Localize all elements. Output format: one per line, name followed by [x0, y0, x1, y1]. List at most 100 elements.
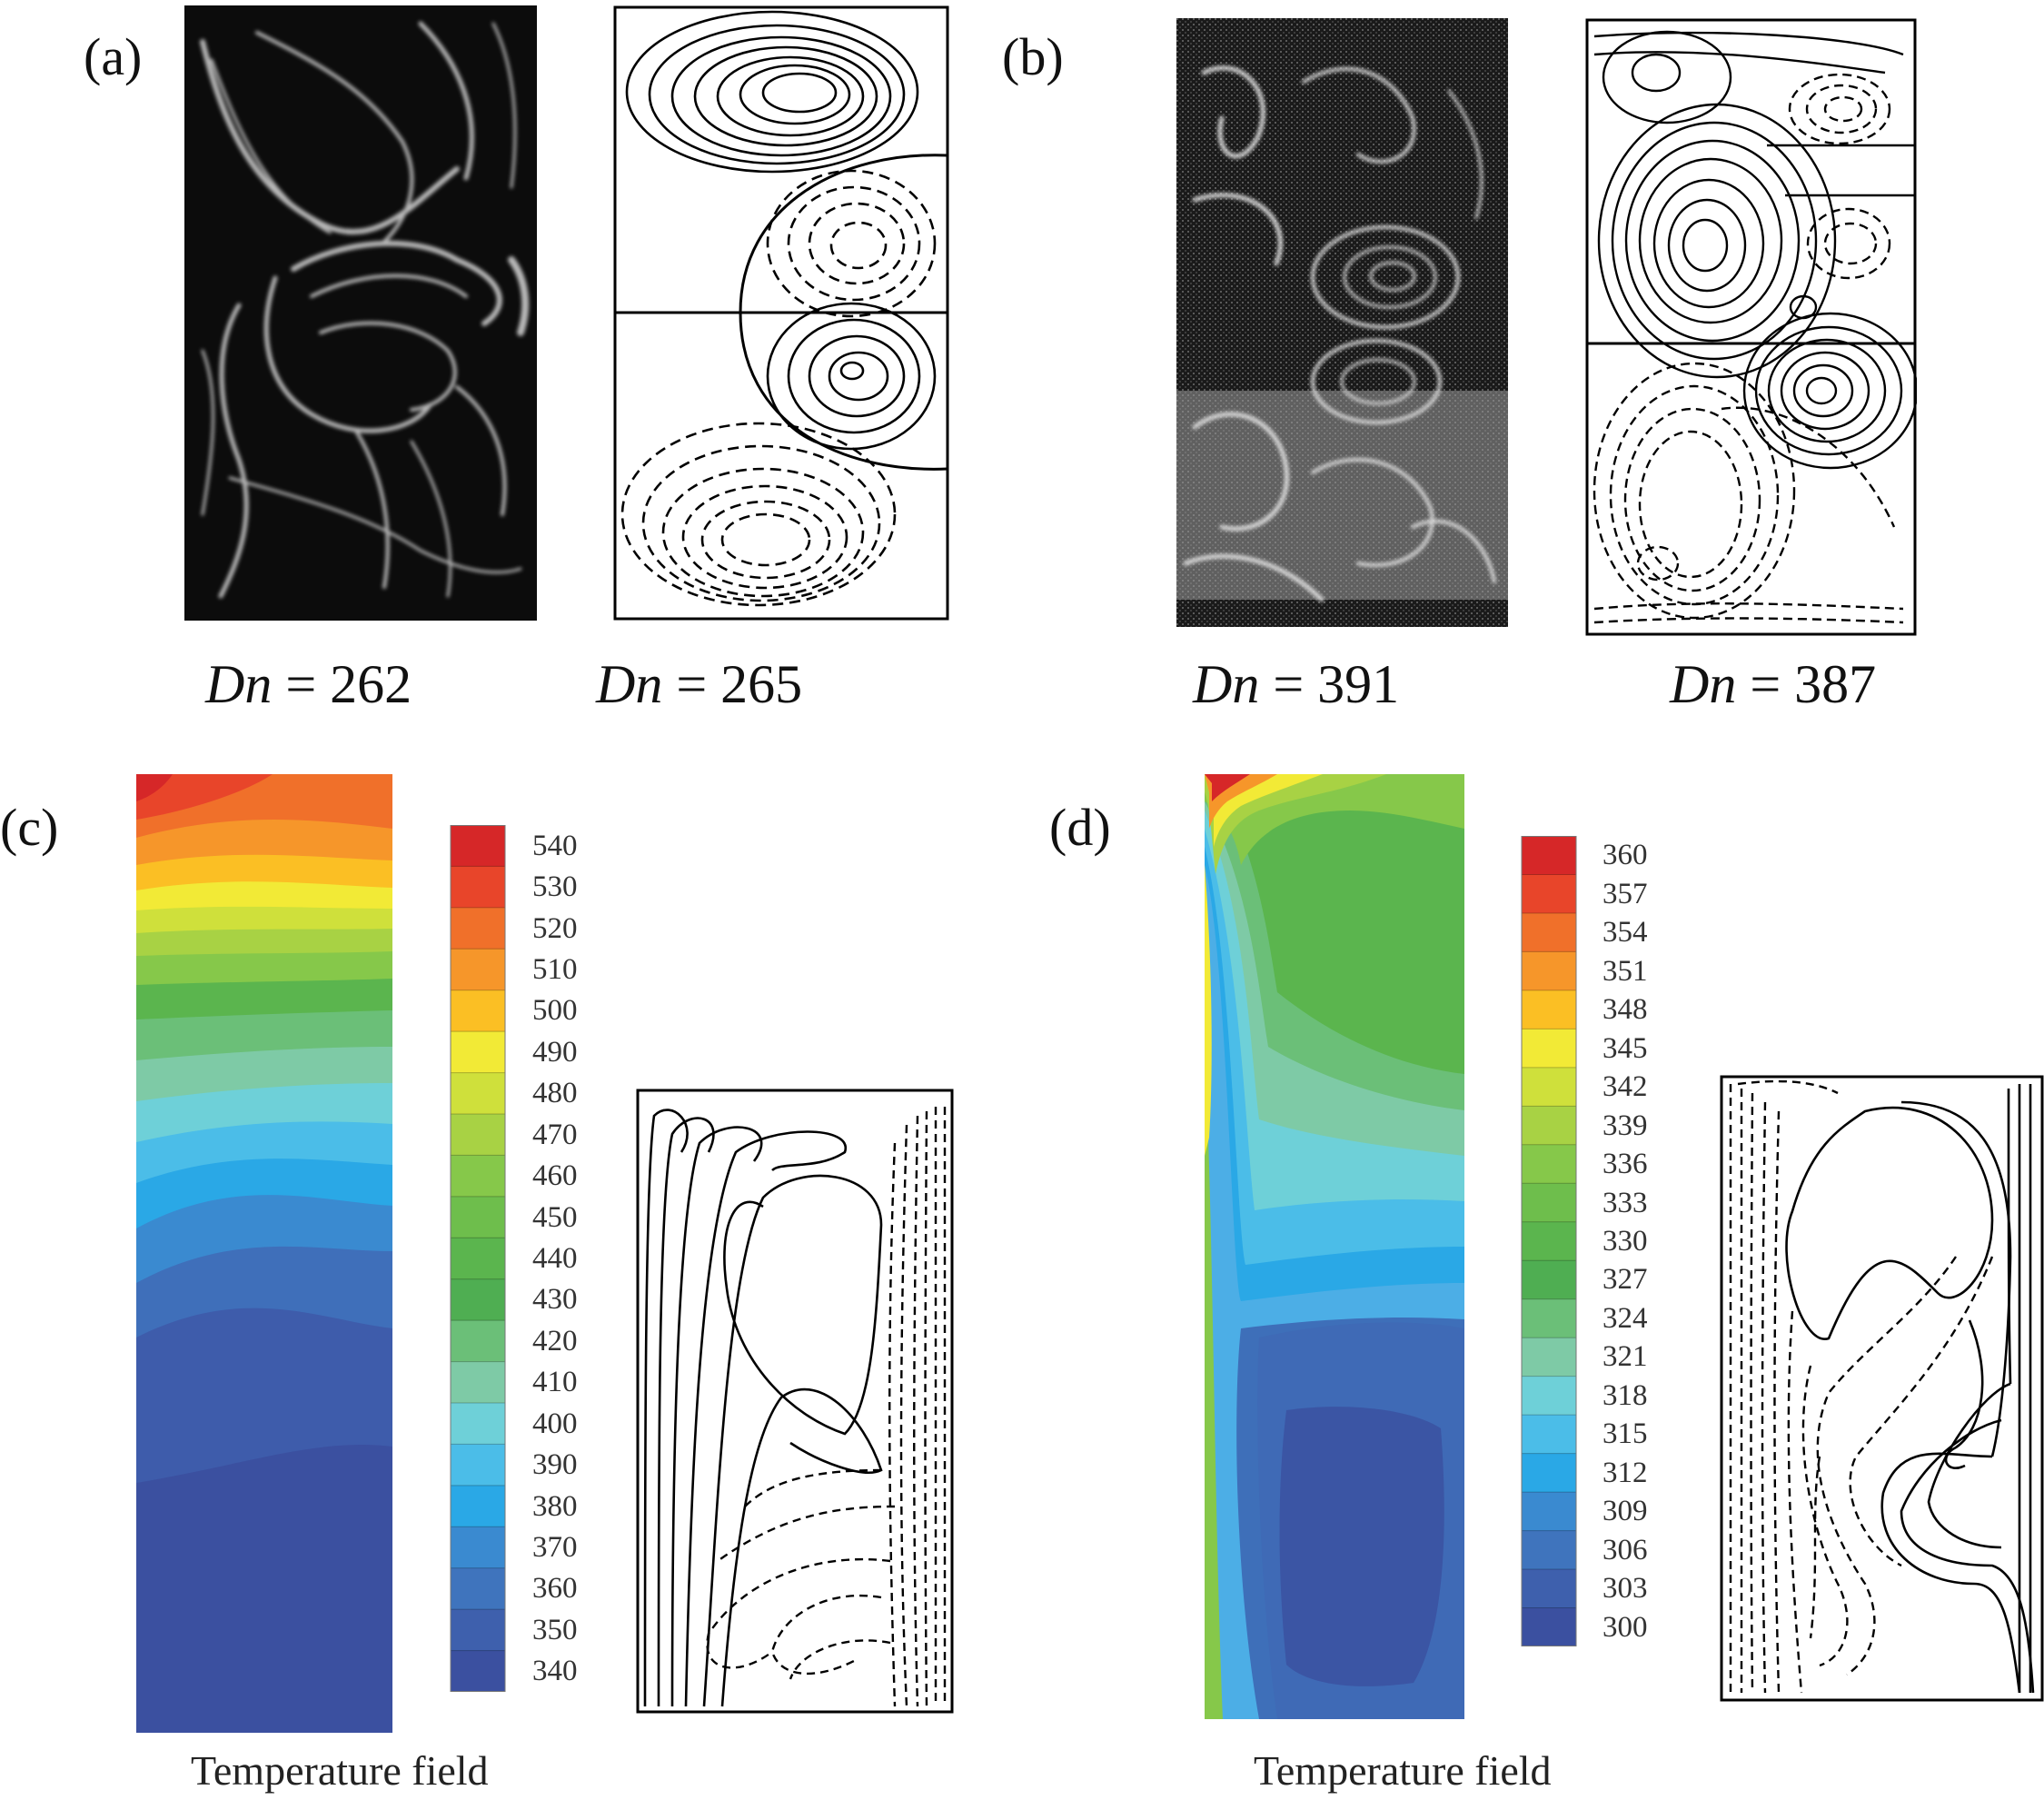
colorbar-swatch — [1522, 1338, 1576, 1377]
colorbar-swatch — [451, 866, 505, 909]
colorbar-swatch — [1522, 1183, 1576, 1223]
colorbar-tick-label: 520 — [532, 911, 578, 945]
dn-value: = 387 — [1750, 654, 1877, 714]
colorbar-swatch — [451, 1031, 505, 1074]
dn-symbol: Dn — [205, 654, 273, 714]
dn-value: = 262 — [285, 654, 412, 714]
colorbar-tick-label: 400 — [532, 1407, 578, 1440]
dn-label-a-right: Dn = 265 — [596, 657, 802, 711]
colorbar-swatch — [1522, 1569, 1576, 1609]
colorbar-swatch — [1522, 1415, 1576, 1455]
colorbar-swatch — [1522, 1530, 1576, 1570]
colorbar-swatch — [1522, 912, 1576, 952]
colorbar-tick-label: 430 — [532, 1283, 578, 1317]
colorbar-tick-label: 315 — [1602, 1417, 1648, 1451]
dn-symbol: Dn — [596, 654, 663, 714]
streamline-plot-a — [613, 5, 949, 621]
colorbar-tick-label: 309 — [1602, 1495, 1648, 1528]
streamline-plot-c — [636, 1089, 954, 1714]
colorbar-tick-label: 420 — [532, 1324, 578, 1357]
colorbar-tick-label: 327 — [1602, 1263, 1648, 1297]
temperature-contour-d — [1205, 774, 1464, 1719]
colorbar-swatch — [451, 1155, 505, 1198]
colorbar-tick-label: 460 — [532, 1159, 578, 1193]
colorbar-tick-label: 303 — [1602, 1572, 1648, 1606]
colorbar-swatch — [451, 1114, 505, 1156]
colorbar-swatch — [451, 1485, 505, 1527]
panel-label-c: (c) — [0, 798, 59, 857]
colorbar-tick-label: 306 — [1602, 1533, 1648, 1566]
panel-label-a: (a) — [84, 27, 143, 86]
dn-label-b-left: Dn = 391 — [1193, 657, 1399, 711]
colorbar-swatch — [451, 907, 505, 950]
colorbar-swatch — [1522, 1067, 1576, 1107]
colorbar-swatch — [451, 949, 505, 991]
colorbar-swatch — [451, 1444, 505, 1487]
colorbar-swatch — [1522, 1492, 1576, 1532]
colorbar-tick-label: 470 — [532, 1118, 578, 1151]
colorbar-tick-label: 342 — [1602, 1070, 1648, 1104]
colorbar-swatch — [451, 1609, 505, 1652]
dn-symbol: Dn — [1670, 654, 1737, 714]
colorbar-swatch — [1522, 1221, 1576, 1261]
colorbar-swatch — [1522, 1106, 1576, 1146]
colorbar-swatch — [451, 1278, 505, 1321]
colorbar-swatch — [1522, 1453, 1576, 1493]
colorbar-swatch — [451, 1403, 505, 1445]
colorbar-tick-label: 339 — [1602, 1109, 1648, 1142]
flow-visualization-photo-b — [1176, 18, 1508, 627]
colorbar-swatch — [1522, 874, 1576, 914]
colorbar-tick-label: 330 — [1602, 1225, 1648, 1258]
streamline-plot-d — [1720, 1075, 2044, 1702]
colorbar-tick-label: 530 — [532, 870, 578, 904]
colorbar-tick-label: 500 — [532, 994, 578, 1028]
colorbar-swatch — [451, 825, 505, 867]
colorbar-tick-label: 350 — [532, 1613, 578, 1646]
colorbar-swatch — [451, 1320, 505, 1363]
flow-visualization-photo-a — [184, 5, 537, 621]
colorbar-tick-label: 336 — [1602, 1148, 1648, 1181]
dn-value: = 265 — [676, 654, 803, 714]
dn-value: = 391 — [1273, 654, 1400, 714]
temperature-contour-c — [136, 774, 392, 1733]
colorbar-tick-label: 357 — [1602, 877, 1648, 910]
dn-symbol: Dn — [1193, 654, 1260, 714]
colorbar-tick-label: 351 — [1602, 954, 1648, 988]
temperature-field-caption-c: Temperature field — [191, 1747, 489, 1794]
colorbar-tick-label: 380 — [532, 1489, 578, 1523]
colorbar-tick-label: 370 — [532, 1531, 578, 1564]
colorbar-swatch — [1522, 1376, 1576, 1416]
colorbar-tick-label: 490 — [532, 1035, 578, 1069]
colorbar-swatch — [1522, 1298, 1576, 1338]
colorbar-tick-label: 340 — [532, 1655, 578, 1688]
colorbar-swatch — [1522, 1607, 1576, 1646]
colorbar-swatch — [451, 1196, 505, 1238]
colorbar-tick-label: 390 — [532, 1448, 578, 1482]
colorbar-tick-label: 510 — [532, 953, 578, 986]
colorbar-tick-label: 345 — [1602, 1031, 1648, 1065]
colorbar-tick-label: 348 — [1602, 993, 1648, 1027]
dn-label-a-left: Dn = 262 — [205, 657, 412, 711]
colorbar-frame — [1521, 836, 1577, 1646]
colorbar-swatch — [451, 1072, 505, 1115]
panel-label-d: (d) — [1049, 798, 1111, 857]
colorbar-tick-label: 318 — [1602, 1378, 1648, 1412]
colorbar-tick-label: 354 — [1602, 916, 1648, 950]
colorbar-tick-label: 300 — [1602, 1610, 1648, 1644]
colorbar-tick-label: 312 — [1602, 1456, 1648, 1489]
panel-label-b: (b) — [1002, 27, 1064, 86]
colorbar-frame — [450, 825, 506, 1692]
colorbar-tick-label: 321 — [1602, 1340, 1648, 1374]
colorbar-swatch — [451, 990, 505, 1032]
colorbar-d — [1521, 836, 1577, 1646]
colorbar-swatch — [451, 1650, 505, 1692]
colorbar-tick-label: 450 — [532, 1200, 578, 1234]
colorbar-swatch — [1522, 1260, 1576, 1300]
colorbar-tick-label: 360 — [1602, 839, 1648, 872]
colorbar-swatch — [1522, 990, 1576, 1029]
colorbar-c — [450, 825, 506, 1692]
colorbar-tick-label: 333 — [1602, 1186, 1648, 1219]
colorbar-swatch — [1522, 951, 1576, 991]
colorbar-tick-label: 480 — [532, 1077, 578, 1110]
dn-label-b-right: Dn = 387 — [1670, 657, 1876, 711]
